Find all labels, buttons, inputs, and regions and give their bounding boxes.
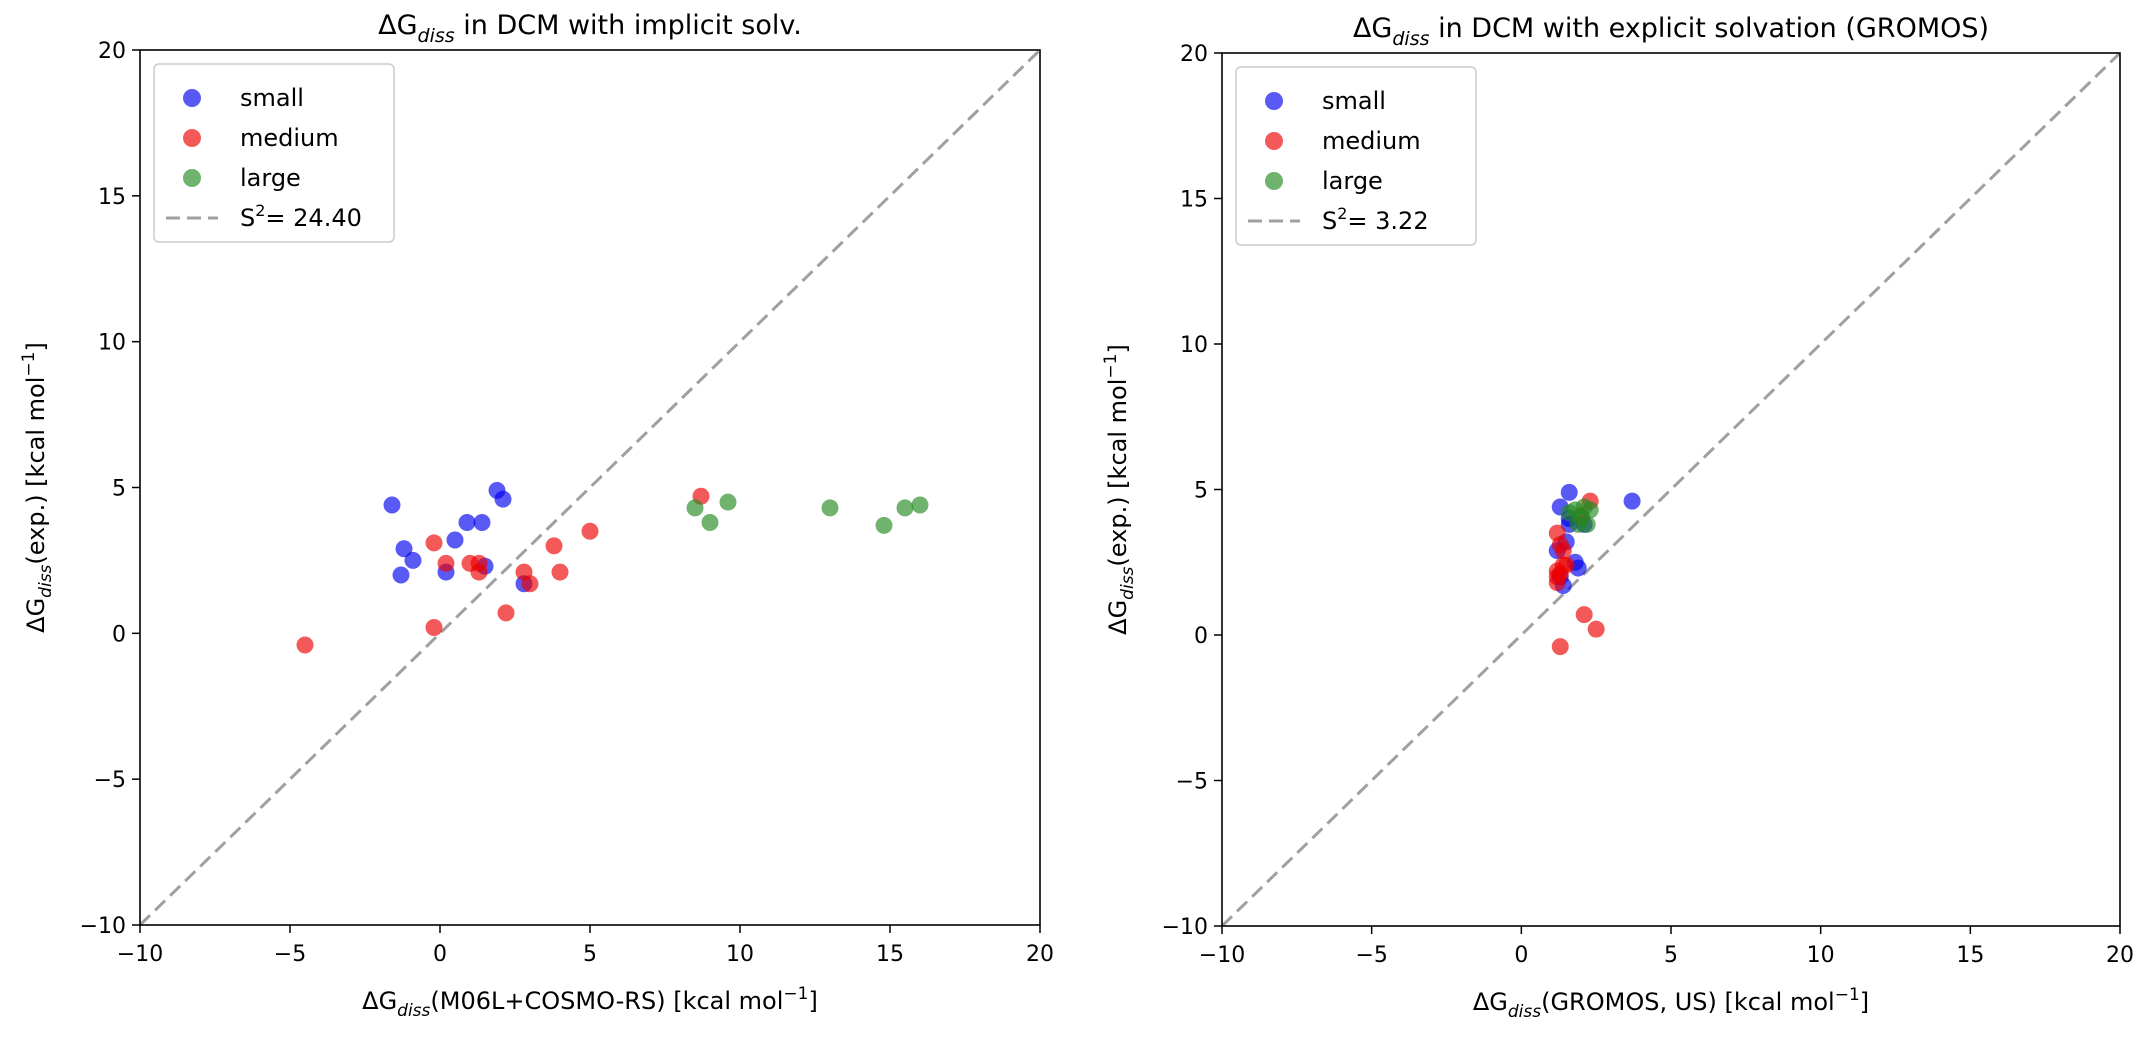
y-tick-label: 10 <box>98 331 126 356</box>
y-tick-label: 5 <box>1194 479 1208 504</box>
y-axis-label: ΔGdiss(exp.) [kcal mol−1] <box>19 342 56 633</box>
point-medium <box>1551 638 1569 656</box>
point-medium <box>497 604 515 622</box>
x-tick-label: 20 <box>1026 942 1054 967</box>
chart-title: ΔGdiss in DCM with implicit solv. <box>378 10 802 47</box>
legend-label-medium: medium <box>1322 127 1421 155</box>
point-medium <box>551 563 569 581</box>
x-tick-label: 15 <box>876 942 904 967</box>
point-large <box>1572 510 1590 528</box>
points-group <box>296 481 929 654</box>
point-medium <box>296 636 314 654</box>
legend-label-small: small <box>1322 87 1386 115</box>
chart-explicit-solvation: −10 −5 0 5 10 15 20 −10 −5 0 5 10 15 20 ΔGdiss in DCM … <box>1101 13 2134 1022</box>
x-tick-label: −5 <box>1355 943 1387 968</box>
point-medium <box>545 537 563 555</box>
point-medium <box>1587 620 1605 638</box>
point-medium <box>521 575 539 593</box>
point-large <box>686 499 704 517</box>
point-small <box>404 551 422 569</box>
point-small <box>473 514 491 531</box>
point-medium <box>1575 606 1593 624</box>
y-tick-label: 10 <box>1180 333 1208 358</box>
point-medium <box>1554 542 1572 560</box>
legend-label-large: large <box>240 164 301 192</box>
point-large <box>896 499 914 517</box>
y-tick-label: −10 <box>80 914 126 939</box>
y-tick-label: −5 <box>1176 770 1208 795</box>
legend-marker-medium <box>1265 132 1283 150</box>
y-tick-label: −10 <box>1162 915 1208 940</box>
point-medium <box>425 619 443 636</box>
y-tick-label: 20 <box>1180 42 1208 67</box>
y-axis-label: ΔGdiss(exp.) [kcal mol−1] <box>1101 344 1138 635</box>
legend-marker-small <box>1265 92 1283 110</box>
point-small <box>392 566 410 584</box>
legend-label-large: large <box>1322 167 1383 195</box>
x-tick-label: −10 <box>117 942 163 967</box>
x-tick-label: 0 <box>433 942 447 967</box>
legend-label-medium: medium <box>240 124 339 152</box>
point-medium <box>470 554 488 572</box>
point-large <box>701 514 719 531</box>
point-medium <box>1548 568 1566 586</box>
x-tick-label: 0 <box>1514 943 1528 968</box>
x-tick-label: 5 <box>1664 943 1678 968</box>
y-tick-label: 0 <box>112 622 126 647</box>
y-tick-label: 5 <box>112 477 126 502</box>
point-medium <box>425 534 443 552</box>
legend-box <box>1235 66 1477 246</box>
legend-marker-small <box>183 89 201 107</box>
point-small <box>395 540 413 558</box>
point-small <box>1623 492 1641 510</box>
legend-label-fit: S2= 3.22 <box>1322 204 1429 235</box>
y-tick-label: 20 <box>98 39 126 64</box>
point-medium <box>437 554 455 572</box>
legend-box <box>153 63 395 243</box>
point-small <box>446 531 464 549</box>
legend: small medium large S2= 24.40 <box>153 63 395 243</box>
points-group <box>1548 483 1641 656</box>
chart-title: ΔGdiss in DCM with explicit solvation (G… <box>1353 13 1989 50</box>
point-large <box>875 516 893 534</box>
x-axis-label: ΔGdiss(GROMOS, US) [kcal mol−1] <box>1473 985 1869 1022</box>
y-tick-label: 15 <box>1180 188 1208 213</box>
point-large <box>719 493 737 511</box>
legend-label-small: small <box>240 84 304 112</box>
x-tick-label: 10 <box>726 942 754 967</box>
x-tick-label: 15 <box>1956 943 1984 968</box>
point-small <box>1560 483 1578 501</box>
point-small <box>494 490 512 508</box>
legend-marker-medium <box>183 129 201 147</box>
point-medium <box>581 522 599 540</box>
point-small <box>458 514 476 531</box>
x-tick-label: −5 <box>274 942 306 967</box>
y-tick-label: −5 <box>94 768 126 793</box>
point-small <box>383 496 401 514</box>
x-axis-label: ΔGdiss(M06L+COSMO-RS) [kcal mol−1] <box>362 984 818 1021</box>
legend-label-fit: S2= 24.40 <box>240 201 362 232</box>
x-tick-label: −10 <box>1199 943 1245 968</box>
legend: small medium large S2= 3.22 <box>1235 66 1477 246</box>
x-tick-label: 5 <box>583 942 597 967</box>
x-tick-label: 10 <box>1807 943 1835 968</box>
point-large <box>911 496 929 514</box>
legend-marker-large <box>183 169 201 187</box>
x-tick-label: 20 <box>2106 943 2134 968</box>
chart-implicit-solvation: −10 −5 0 5 10 15 20 −10 −5 0 5 10 15 20 ΔGdiss in DCM … <box>19 10 1054 1021</box>
legend-marker-large <box>1265 172 1283 190</box>
y-tick-label: 15 <box>98 185 126 210</box>
y-tick-label: 0 <box>1194 624 1208 649</box>
point-large <box>821 499 839 517</box>
